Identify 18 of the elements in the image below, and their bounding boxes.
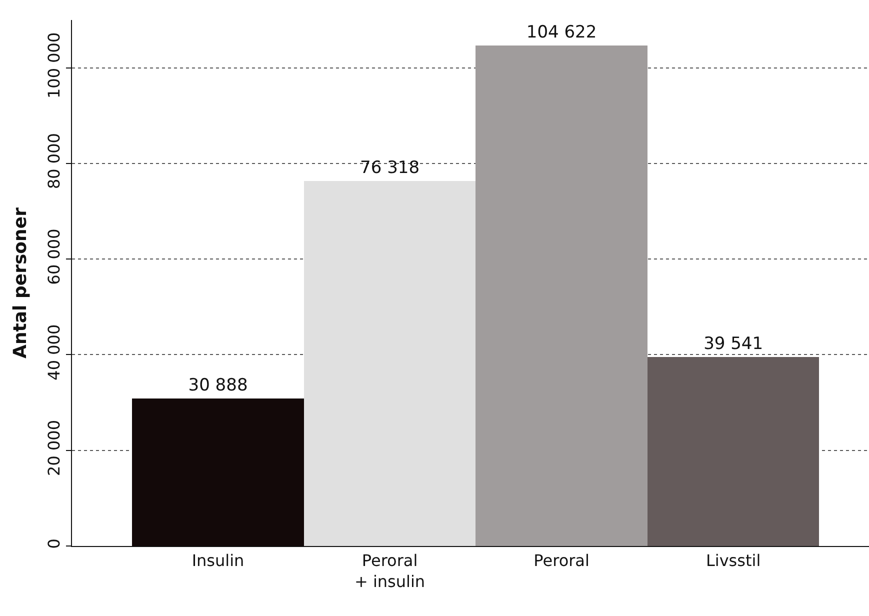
data-label: 76 318: [360, 158, 420, 178]
x-tick-label: Peroral: [534, 551, 590, 570]
bar: [476, 46, 648, 546]
y-axis-title: Antal personer: [10, 207, 31, 358]
y-tick-label: 0: [44, 538, 64, 549]
data-label: 39 541: [704, 334, 764, 354]
y-tick-label: 100 000: [44, 32, 64, 99]
x-tick-label: Insulin: [192, 551, 244, 570]
x-tick-label: Livsstil: [706, 551, 761, 570]
data-label: 104 622: [526, 22, 597, 43]
y-tick-label: 60 000: [44, 228, 64, 285]
x-tick-label: Peroral + insulin: [354, 551, 426, 591]
y-tick-label: 40 000: [44, 324, 64, 380]
bar: [304, 181, 476, 546]
y-tick-label: 20 000: [44, 420, 64, 476]
bar: [647, 356, 820, 546]
y-tick-label: 80 000: [44, 133, 64, 190]
data-label: 30 888: [188, 375, 248, 396]
